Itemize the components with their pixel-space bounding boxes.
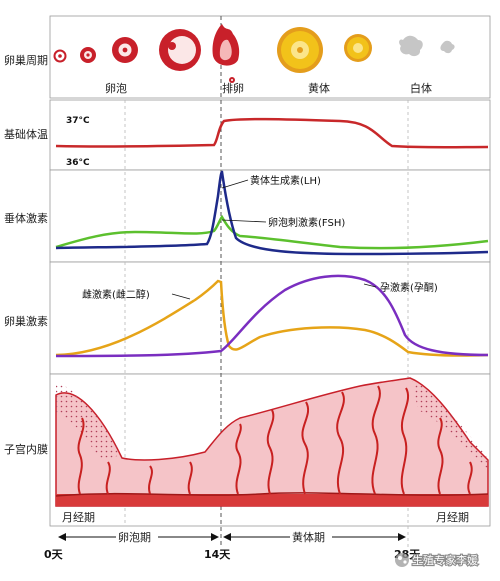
- watermark-text: 生殖专家李媛: [412, 553, 478, 567]
- ovulation-icon: [212, 24, 240, 83]
- estrogen-curve: [55, 279, 489, 357]
- lh-label: 黄体生成素(LH): [250, 174, 321, 187]
- row-label-ovarian-hormone: 卵巢激素: [4, 314, 48, 328]
- follicular-label-bg: [116, 529, 158, 545]
- spiral-vessel: [148, 465, 153, 495]
- phase-label-corpus-luteum: 黄体: [308, 81, 330, 95]
- primary-follicle-icon: [80, 47, 96, 63]
- day0-label: 0天: [44, 548, 64, 561]
- phase-label-follicle: 卵泡: [105, 81, 127, 95]
- spiral-vessel: [437, 417, 444, 495]
- fsh-label: 卵泡刺激素(FSH): [268, 216, 345, 229]
- lh-leader-line: [221, 179, 249, 189]
- endometrium-illustration: [55, 377, 489, 507]
- corpus-luteum-small-icon: [344, 34, 372, 62]
- luteal-phase-label: 黄体期: [292, 530, 325, 544]
- temp-label-low: 36°C: [66, 158, 90, 168]
- row-label-ovarian-cycle: 卵巢周期: [4, 54, 48, 67]
- fsh-leader-line: [221, 219, 267, 223]
- arrowhead: [398, 533, 406, 541]
- spiral-vessel: [301, 401, 309, 495]
- progesterone-leader-line: [363, 283, 377, 288]
- spiral-vessel: [467, 461, 473, 495]
- row-label-endometrium: 子宫内膜: [4, 442, 48, 456]
- menses-right-label: 月经期: [436, 511, 469, 524]
- progesterone-label: 孕激素(孕酮): [380, 281, 438, 294]
- arrowhead: [211, 533, 219, 541]
- watermark: 生殖专家李媛: [395, 552, 479, 568]
- basal-temp-panel: [49, 99, 491, 171]
- secondary-follicle-icon: [112, 37, 138, 63]
- corpus-luteum-large-icon: [277, 27, 323, 73]
- basal-vessel-line: [55, 492, 489, 497]
- watermark-logo-icon: [395, 553, 409, 567]
- arrowhead: [223, 533, 231, 541]
- arrowhead: [58, 533, 66, 541]
- day14-label: 14天: [204, 548, 231, 561]
- menses-left-label: 月经期: [62, 511, 95, 524]
- basal-temp-line: [55, 117, 489, 149]
- spiral-vessel: [77, 417, 85, 495]
- phase-label-ovulation: 排卵: [222, 81, 244, 95]
- estrogen-label: 雌激素(雌二醇): [82, 288, 150, 301]
- luteal-label-bg: [290, 529, 332, 545]
- temp-label-high: 37°C: [66, 116, 90, 126]
- ovarian-hormone-panel: [49, 261, 491, 375]
- follicular-phase-label: 卵泡期: [118, 530, 151, 544]
- follicle-stages: [53, 24, 455, 83]
- row-label-pituitary: 垂体激素: [4, 211, 48, 225]
- phase-label-corpus-albicans: 白体: [410, 81, 432, 95]
- basal-layer: [56, 494, 488, 506]
- spiral-vessel: [371, 385, 381, 495]
- spiral-vessel: [105, 461, 111, 495]
- progesterone-curve: [55, 274, 489, 358]
- spiral-vessel: [336, 391, 345, 495]
- primordial-follicle-icon: [53, 49, 67, 63]
- spiral-vessel: [235, 423, 242, 495]
- estrogen-leader-line: [171, 293, 191, 300]
- corpus-albicans-icon: [399, 35, 455, 57]
- row-label-basal-temp: 基础体温: [4, 127, 48, 141]
- menstrual-debris-left: [56, 384, 122, 460]
- spiral-vessel: [400, 387, 409, 495]
- spiral-vessel: [266, 409, 275, 495]
- menstrual-debris-right: [412, 380, 488, 470]
- spiral-vessel: [187, 461, 193, 495]
- lh-curve: [55, 170, 489, 256]
- antral-follicle-icon: [159, 29, 201, 71]
